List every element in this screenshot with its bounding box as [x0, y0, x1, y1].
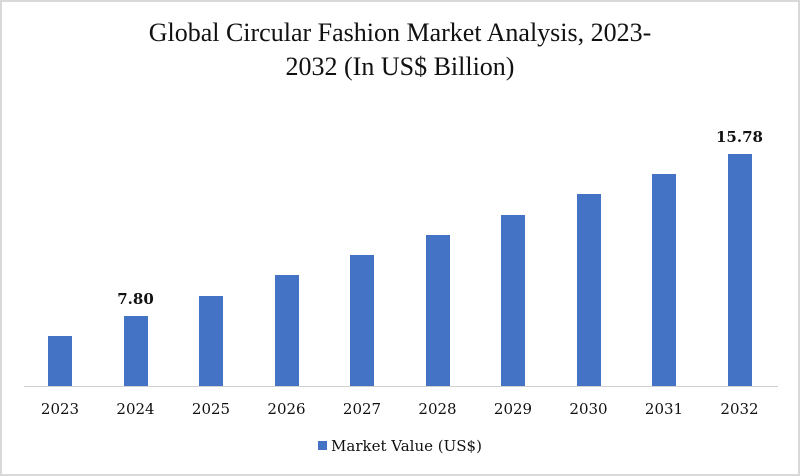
x-tick-label: 2028 [418, 400, 457, 418]
x-tick-label: 2024 [116, 400, 155, 418]
legend: Market Value (US$) [2, 437, 798, 455]
chart-title-line-1: Global Circular Fashion Market Analysis,… [148, 18, 652, 47]
bar-2029 [501, 214, 525, 386]
x-tick-label: 2031 [644, 400, 684, 418]
bar-2027 [350, 255, 374, 386]
chart-title-line-2: 2032 (In US$ Billion) [285, 52, 515, 81]
bar-2028 [425, 234, 450, 386]
bar-2026 [274, 275, 299, 386]
x-tick-label: 2027 [342, 400, 382, 418]
bar-2025 [199, 295, 223, 386]
data-label-2032: 15.78 [716, 127, 763, 146]
legend-label: Market Value (US$) [331, 437, 482, 455]
legend-swatch-icon [318, 441, 328, 450]
x-tick-label: 2032 [720, 400, 759, 418]
x-tick-label: 2026 [267, 400, 306, 418]
x-tick-label: 2029 [493, 400, 533, 418]
bar-2024 [123, 315, 148, 386]
x-tick-label: 2025 [191, 400, 231, 418]
bar-2031 [652, 174, 676, 386]
x-tick-label: 2023 [40, 400, 80, 418]
chart-title: Global Circular Fashion Market Analysis,… [2, 16, 798, 84]
data-label-2024: 7.80 [117, 289, 154, 308]
x-axis-line [24, 386, 778, 387]
bar-2030 [576, 194, 601, 386]
bar-2032 [727, 153, 752, 386]
bar-2023 [48, 336, 72, 386]
x-tick-label: 2030 [569, 400, 608, 418]
